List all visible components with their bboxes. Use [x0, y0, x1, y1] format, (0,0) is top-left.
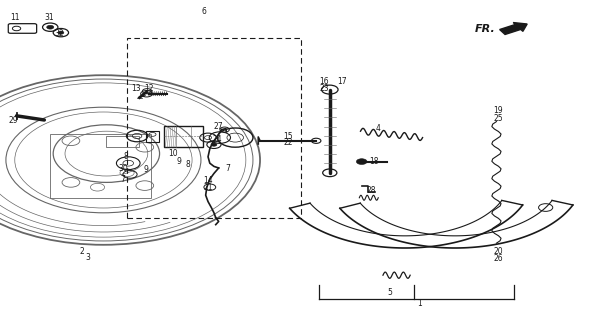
Text: FR.: FR.	[475, 24, 495, 35]
Text: 2: 2	[79, 247, 84, 256]
Text: 29: 29	[8, 116, 18, 124]
Text: 4: 4	[376, 124, 381, 132]
Text: 21: 21	[203, 183, 213, 192]
Text: 13: 13	[131, 84, 141, 92]
Text: 32: 32	[54, 29, 64, 38]
Text: 12: 12	[144, 84, 154, 92]
Text: 8: 8	[124, 152, 128, 161]
Text: 26: 26	[493, 254, 503, 263]
Text: 3: 3	[85, 253, 90, 262]
Text: 1: 1	[417, 299, 422, 308]
Bar	[146, 131, 159, 142]
Text: 31: 31	[44, 13, 54, 22]
Text: 30: 30	[118, 164, 128, 172]
Text: 5: 5	[388, 288, 392, 297]
Text: 17: 17	[337, 77, 346, 86]
Text: 19: 19	[493, 106, 503, 115]
Bar	[127, 38, 301, 218]
Text: 25: 25	[493, 114, 503, 123]
Circle shape	[211, 143, 217, 146]
Text: 14: 14	[203, 176, 213, 185]
Text: 15: 15	[284, 132, 293, 140]
Text: 7: 7	[121, 175, 125, 184]
Text: 22: 22	[284, 138, 293, 147]
Bar	[164, 126, 203, 147]
Circle shape	[58, 31, 64, 34]
FancyArrow shape	[499, 22, 527, 35]
Text: 28: 28	[366, 186, 376, 195]
Bar	[106, 136, 139, 147]
Text: 16: 16	[319, 77, 329, 86]
Text: 9: 9	[177, 157, 181, 166]
Text: 24: 24	[212, 135, 222, 144]
Text: 10: 10	[168, 149, 178, 158]
Text: 20: 20	[493, 247, 503, 256]
Bar	[50, 134, 151, 198]
Text: 27: 27	[214, 122, 223, 131]
Text: 8: 8	[186, 160, 190, 169]
Circle shape	[47, 25, 54, 29]
Text: 6: 6	[202, 7, 206, 16]
Text: 9: 9	[144, 165, 148, 174]
Text: 18: 18	[369, 157, 378, 166]
Text: 23: 23	[319, 84, 329, 92]
Text: 7: 7	[225, 164, 230, 172]
Circle shape	[356, 159, 367, 164]
Text: 11: 11	[10, 13, 20, 22]
